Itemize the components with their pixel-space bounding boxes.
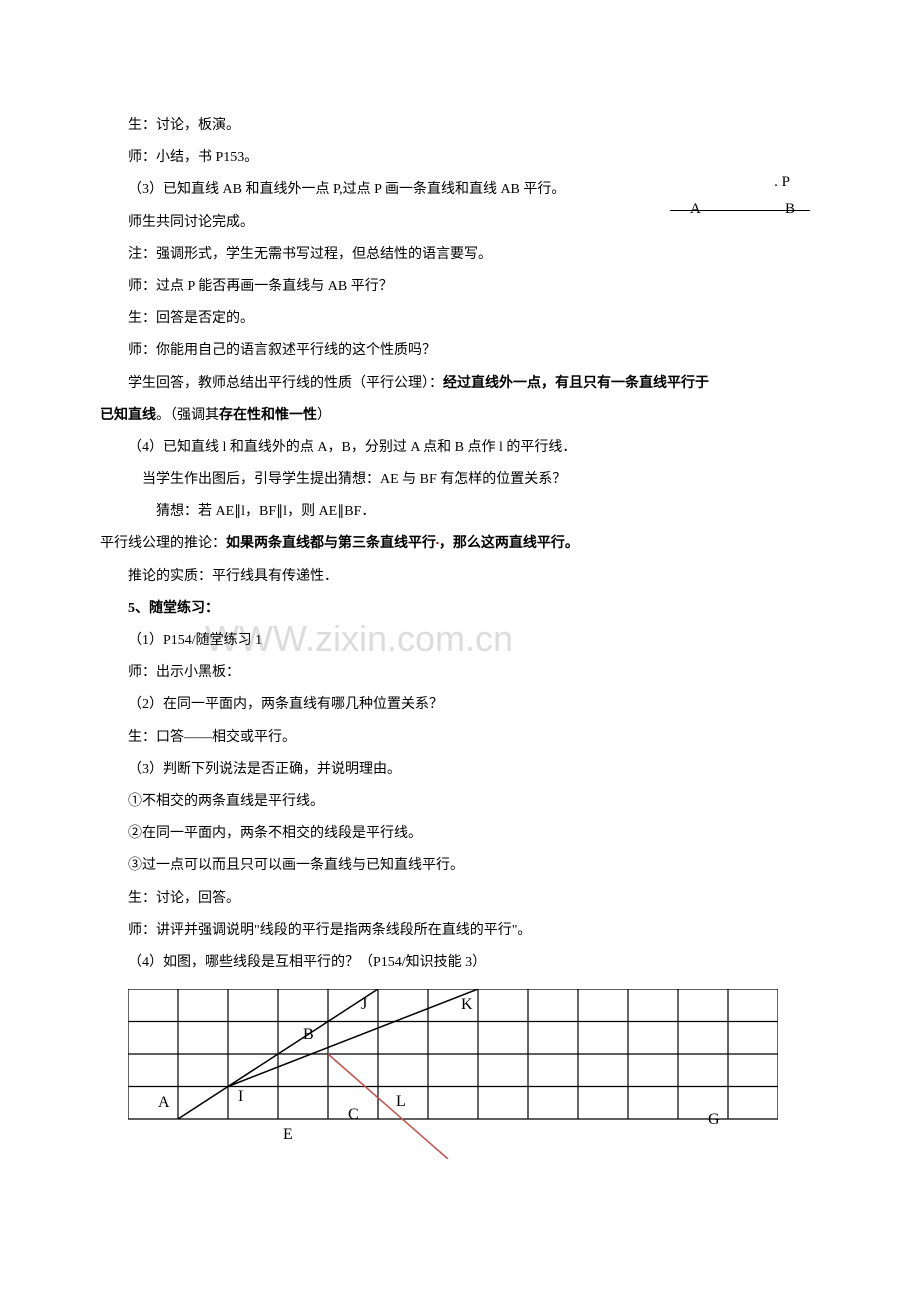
text-span: 平行线公理的推论： <box>100 536 226 551</box>
text-line: ①不相交的两条直线是平行线。 <box>100 786 820 818</box>
label-G: G <box>708 1111 720 1128</box>
label-J: J <box>361 996 367 1013</box>
text-line: 师：过点 P 能否再画一条直线与 AB 平行？ <box>100 271 820 303</box>
text-line: ③过一点可以而且只可以画一条直线与已知直线平行。 <box>100 850 820 882</box>
text-line: 师：讲评并强调说明"线段的平行是指两条线段所在直线的平行"。 <box>100 915 820 947</box>
text-line: 注：强调形式，学生无需书写过程，但总结性的语言要写。 <box>100 239 820 271</box>
text-line: ②在同一平面内，两条不相交的线段是平行线。 <box>100 818 820 850</box>
label-C: C <box>348 1106 359 1123</box>
text-bold: 已知直线 <box>100 408 156 423</box>
text-line: （4）如图，哪些线段是互相平行的？（P154/知识技能 3） <box>100 947 820 979</box>
text-span: ） <box>317 408 331 423</box>
text-line: （3）判断下列说法是否正确，并说明理由。 <box>100 754 820 786</box>
label-K: K <box>461 996 473 1013</box>
text-span: 学生回答，教师总结出平行线的性质（平行公理）： <box>128 376 443 391</box>
text-line: （2）在同一平面内，两条直线有哪几种位置关系？ <box>100 689 820 721</box>
section-title: 5、随堂练习： <box>100 593 820 625</box>
text-line: （1）P154/随堂练习 1 <box>100 625 820 657</box>
text-line: 生：回答是否定的。 <box>100 303 820 335</box>
point-b-label: B <box>785 192 795 227</box>
text-bold: ，那么这两直线平行。 <box>439 536 579 551</box>
point-a-label: A <box>690 192 701 227</box>
text-line: 猜想：若 AE∥l，BF∥l，则 AE∥BF． <box>100 496 820 528</box>
text-line: 师：出示小黑板： <box>100 657 820 689</box>
text-span: 。（强调其 <box>156 408 219 423</box>
text-bold: 经过直线外一点，有且只有一条直线平行于 <box>443 376 709 391</box>
label-E: E <box>283 1126 293 1143</box>
text-line: 平行线公理的推论：如果两条直线都与第三条直线平行▪，那么这两直线平行。 <box>100 528 820 560</box>
grid-diagram: A B C E G I J K L <box>128 989 778 1159</box>
text-bold: 存在性和惟一性 <box>219 408 317 423</box>
text-line: 已知直线。（强调其存在性和惟一性） <box>100 400 820 432</box>
text-line: （4）已知直线 l 和直线外的点 A，B，分别过 A 点和 B 点作 l 的平行… <box>100 432 820 464</box>
text-line: 生：讨论，板演。 <box>100 110 820 142</box>
text-line: 推论的实质：平行线具有传递性． <box>100 561 820 593</box>
text-line: 当学生作出图后，引导学生提出猜想：AE 与 BF 有怎样的位置关系？ <box>100 464 820 496</box>
text-line: 生：讨论，回答。 <box>100 883 820 915</box>
label-B: B <box>303 1026 314 1043</box>
text-line: 生：口答——相交或平行。 <box>100 722 820 754</box>
figure-point-p-line-ab: . P A B <box>660 170 810 230</box>
label-A: A <box>158 1094 170 1111</box>
text-line: 师：你能用自己的语言叙述平行线的这个性质吗？ <box>100 335 820 367</box>
label-I: I <box>238 1088 243 1105</box>
label-L: L <box>396 1093 406 1110</box>
grid-svg: A B C E G I J K L <box>128 989 778 1159</box>
text-line: 学生回答，教师总结出平行线的性质（平行公理）：经过直线外一点，有且只有一条直线平… <box>100 368 820 400</box>
text-bold: 如果两条直线都与第三条直线平行 <box>226 536 436 551</box>
